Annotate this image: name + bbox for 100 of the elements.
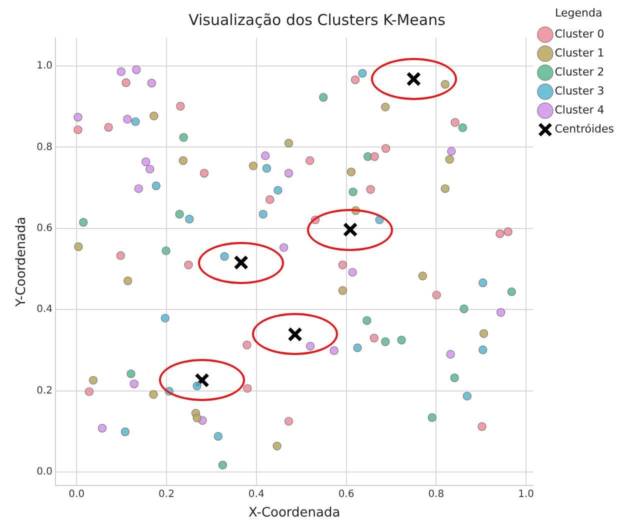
- point: [447, 146, 456, 156]
- point: [462, 392, 472, 400]
- point: [123, 114, 132, 124]
- point: [370, 152, 379, 161]
- legend-label: Cluster 0: [554, 28, 604, 41]
- point: [330, 346, 338, 355]
- point: [446, 350, 455, 359]
- point: [362, 316, 372, 325]
- point: [178, 156, 188, 165]
- point: [450, 118, 460, 127]
- point: [306, 156, 314, 165]
- x-tick-label: 0.8: [428, 488, 444, 500]
- point: [284, 168, 294, 178]
- point: [306, 342, 315, 350]
- legend-label: Cluster 3: [554, 84, 604, 98]
- point: [132, 65, 141, 74]
- point: [450, 374, 459, 382]
- point: [184, 260, 193, 270]
- x-tick-label: 0.4: [248, 488, 264, 500]
- point: [142, 158, 150, 166]
- point: [74, 242, 83, 251]
- legend-label: Centróides: [554, 122, 614, 136]
- point: [406, 72, 422, 86]
- x-tick-label: 0.2: [158, 488, 174, 500]
- point: [104, 123, 113, 132]
- point: [460, 304, 468, 314]
- point: [261, 151, 270, 160]
- y-tick-label: 0.0: [36, 466, 53, 478]
- point: [348, 268, 357, 277]
- x-tick-label: 0.6: [338, 488, 354, 500]
- x-tick-label: 0.0: [68, 488, 85, 500]
- chart-title: Visualização dos Clusters K-Means: [188, 10, 446, 29]
- y-tick-label: 1.0: [36, 60, 53, 72]
- point: [478, 278, 488, 288]
- point: [84, 387, 94, 396]
- y-tick-label: 0.6: [36, 223, 53, 234]
- legend-label: Cluster 4: [554, 104, 604, 117]
- point: [98, 424, 107, 432]
- point: [134, 184, 143, 193]
- point: [176, 102, 185, 111]
- point: [338, 260, 347, 270]
- point: [122, 78, 130, 87]
- point: [397, 336, 406, 344]
- point: [175, 210, 184, 218]
- point: [266, 195, 274, 204]
- point: [147, 78, 156, 88]
- point: [479, 329, 488, 338]
- point: [150, 112, 158, 120]
- point: [162, 246, 170, 256]
- point: [440, 184, 450, 193]
- point: [192, 414, 202, 422]
- point: [350, 76, 360, 84]
- point: [458, 123, 467, 132]
- y-tick-label: 0.8: [36, 142, 53, 153]
- x-tick-label: 1.0: [518, 488, 534, 500]
- point: [272, 442, 282, 450]
- point: [185, 214, 194, 224]
- point: [348, 188, 358, 196]
- point: [366, 185, 375, 194]
- point: [382, 144, 390, 153]
- point: [381, 102, 390, 112]
- point: [131, 117, 140, 126]
- point: [418, 272, 427, 280]
- point: [258, 210, 268, 218]
- x-axis-title: X-Coordenada: [248, 506, 340, 521]
- point: [116, 251, 125, 260]
- point: [74, 112, 82, 122]
- point: [478, 346, 488, 354]
- point: [160, 314, 170, 322]
- y-tick-label: 0.2: [36, 385, 53, 396]
- point: [496, 308, 506, 317]
- legend-label: Cluster 2: [554, 66, 604, 79]
- point: [116, 67, 126, 76]
- point: [152, 181, 160, 190]
- point: [284, 416, 294, 426]
- point: [274, 186, 282, 195]
- point: [242, 340, 252, 350]
- point: [192, 382, 202, 390]
- y-axis-title: Y-Coordenada: [14, 216, 30, 308]
- point: [200, 168, 209, 178]
- point: [124, 276, 132, 286]
- point: [342, 222, 358, 238]
- point: [234, 255, 249, 270]
- point: [370, 334, 378, 342]
- point: [248, 162, 258, 170]
- point: [220, 252, 229, 261]
- point: [432, 290, 441, 300]
- point: [346, 168, 356, 176]
- point: [146, 164, 154, 174]
- point: [120, 428, 130, 436]
- point: [130, 380, 138, 388]
- point: [149, 390, 158, 399]
- point: [478, 422, 486, 431]
- point: [507, 287, 516, 296]
- y-tick-label: 0.4: [36, 304, 53, 316]
- point: [280, 243, 288, 252]
- point: [79, 218, 88, 227]
- legend-title: Legenda: [555, 6, 602, 20]
- point: [504, 227, 512, 236]
- point: [74, 125, 82, 134]
